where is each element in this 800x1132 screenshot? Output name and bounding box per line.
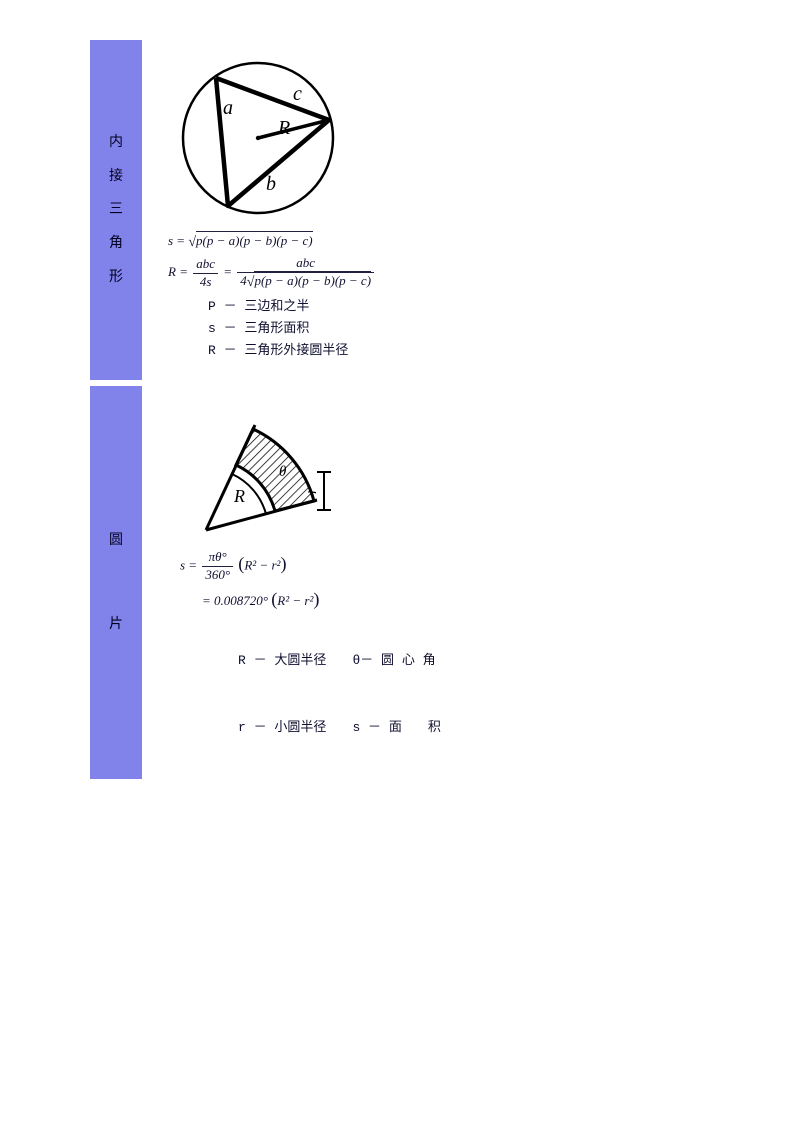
label-r2: r xyxy=(303,487,320,494)
formula-s: s = √p(p − a)(p − b)(p − c) R = abc 4s =… xyxy=(168,234,702,290)
s2-alt: = 0.008720° xyxy=(202,593,268,608)
sidebar-2-char-1: 片 xyxy=(109,583,123,667)
sidebar-2: 圆 片 xyxy=(90,386,142,778)
sidebar-1-char-4: 形 xyxy=(109,261,123,295)
label-R: R xyxy=(277,117,290,139)
page: 内 接 三 角 形 a c b R xyxy=(0,0,800,825)
R-den-rad: p(p − a)(p − b)(p − c) xyxy=(254,271,371,288)
R-den-1: 4s xyxy=(193,274,218,290)
legend-2: R － 大圆半径 θ－ 圆 心 角 r － 小圆半径 s － 面 积 xyxy=(160,628,702,761)
R-num-1: abc xyxy=(193,257,218,274)
eq-sign: = xyxy=(223,264,232,279)
s-rhs: p(p − a)(p − b)(p − c) xyxy=(196,231,313,248)
s2-num: πθ° xyxy=(202,550,233,567)
s2-den: 360° xyxy=(202,567,233,583)
section-annulus: 圆 片 xyxy=(90,386,710,778)
figure-annulus: R θ r xyxy=(184,402,702,542)
legend2-r: r － 小圆半径 xyxy=(238,720,326,735)
s2-label: s = xyxy=(180,558,197,573)
s2-alt-paren: R² − r² xyxy=(277,593,313,608)
s-eq-label: s = xyxy=(168,233,185,248)
content-1: a c b R s = √p(p − a)(p − b)(p − c) R = … xyxy=(142,40,710,380)
label-a: a xyxy=(223,97,233,119)
sidebar-1-char-2: 三 xyxy=(109,193,123,227)
legend-1: P － 三边和之半 s － 三角形面积 R － 三角形外接圆半径 xyxy=(208,296,702,362)
annulus-svg: R θ r xyxy=(184,402,364,542)
sidebar-1: 内 接 三 角 形 xyxy=(90,40,142,380)
content-2: R θ r s = πθ° 360° (R² − r²) = 0.008720°… xyxy=(142,386,710,778)
R-eq-label: R = xyxy=(168,264,188,279)
section-inscribed-triangle: 内 接 三 角 形 a c b R xyxy=(90,40,710,380)
sidebar-1-char-0: 内 xyxy=(109,126,123,160)
legend2-theta: θ－ 圆 心 角 xyxy=(352,653,435,668)
legend1-P: P － 三边和之半 xyxy=(208,296,702,318)
formula-s2: s = πθ° 360° (R² − r²) = 0.008720° (R² −… xyxy=(180,550,702,610)
sidebar-2-char-0: 圆 xyxy=(109,499,123,583)
sidebar-1-char-1: 接 xyxy=(109,160,123,194)
label-c: c xyxy=(293,83,302,105)
R-den-coeff: 4 xyxy=(240,273,247,288)
label-b: b xyxy=(266,173,276,195)
label-R2: R xyxy=(233,486,245,506)
figure-triangle: a c b R xyxy=(168,56,702,226)
s2-paren: R² − r² xyxy=(244,558,280,573)
legend1-s: s － 三角形面积 xyxy=(208,318,702,340)
label-theta: θ xyxy=(279,464,287,480)
legend2-R: R － 大圆半径 xyxy=(238,653,326,668)
legend1-R: R － 三角形外接圆半径 xyxy=(208,340,702,362)
sidebar-1-char-3: 角 xyxy=(109,227,123,261)
legend2-s: s － 面 积 xyxy=(352,720,440,735)
triangle-svg: a c b R xyxy=(168,56,348,226)
